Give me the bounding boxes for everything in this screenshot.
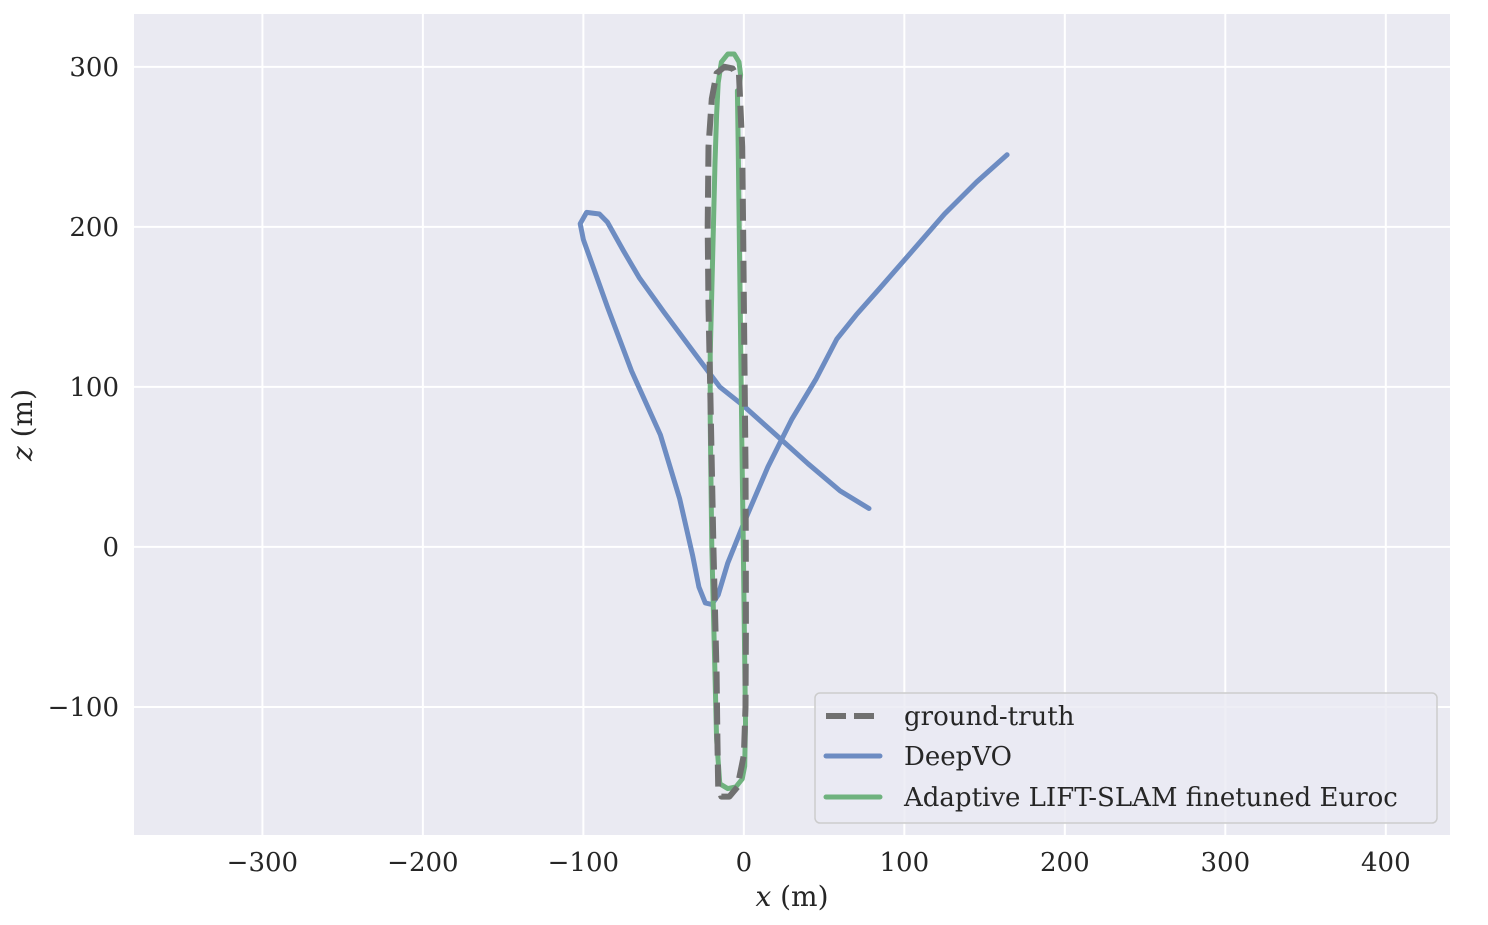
x-tick-label: −300 — [227, 848, 298, 878]
x-axis-label: x (m) — [755, 880, 828, 913]
y-axis-label: z (m) — [6, 389, 39, 462]
series-layer — [577, 51, 1010, 800]
tick-labels: −300 −200 −100 0 100 200 300 400 −100 0 100 200 300 — [48, 53, 1411, 878]
legend-label-deepvo: DeepVO — [904, 742, 1012, 772]
x-axis-var: x — [755, 880, 771, 913]
x-tick-label: −100 — [548, 848, 619, 878]
series-ground-truth — [704, 63, 749, 800]
legend-label-adaptive-lift-slam: Adaptive LIFT-SLAM finetuned Euroc — [903, 783, 1398, 813]
y-tick-label: 100 — [69, 373, 119, 403]
x-tick-label: 400 — [1361, 848, 1411, 878]
y-tick-label: 0 — [102, 533, 119, 563]
grid — [134, 14, 1450, 835]
x-axis-unit: (m) — [771, 880, 828, 913]
x-tick-label: 200 — [1040, 848, 1090, 878]
legend: ground-truth DeepVO Adaptive LIFT-SLAM f… — [814, 692, 1438, 824]
y-axis-var: z — [6, 446, 39, 462]
legend-box — [814, 692, 1438, 824]
y-tick-label: 300 — [69, 53, 119, 83]
x-tick-label: 100 — [880, 848, 930, 878]
x-tick-label: −200 — [387, 848, 458, 878]
legend-label-ground-truth: ground-truth — [904, 702, 1075, 732]
y-axis-unit: (m) — [6, 389, 39, 446]
y-tick-label: 200 — [69, 213, 119, 243]
series-deepvo — [577, 152, 1010, 607]
y-tick-label: −100 — [48, 693, 119, 723]
x-tick-label: 0 — [736, 848, 753, 878]
x-tick-label: 300 — [1200, 848, 1250, 878]
